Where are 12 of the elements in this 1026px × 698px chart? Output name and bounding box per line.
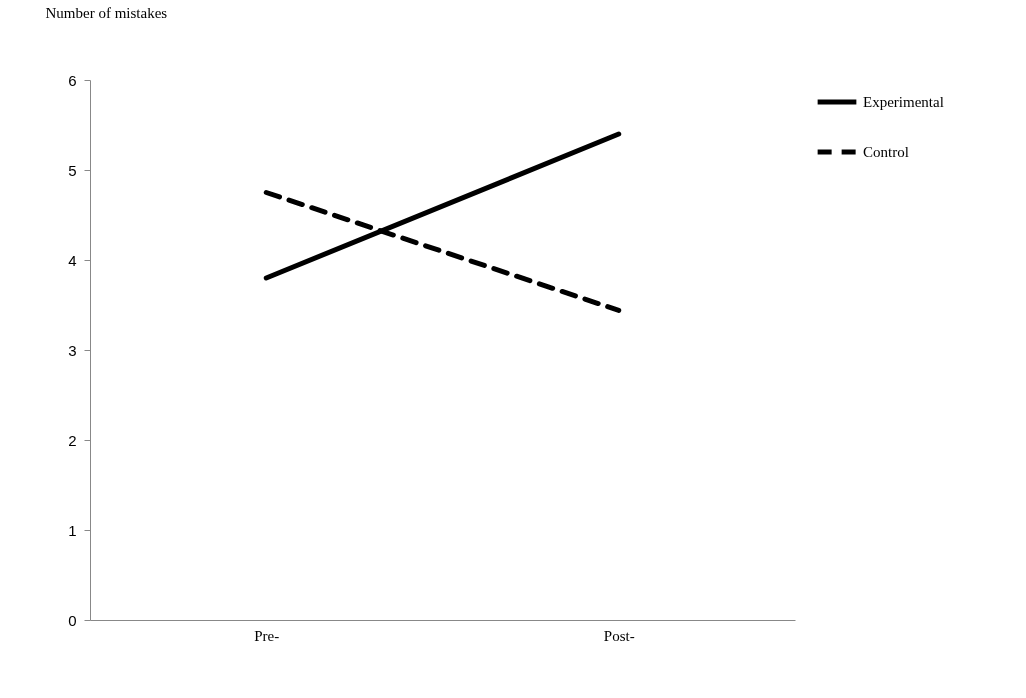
- y-tick-label: 4: [68, 251, 77, 269]
- x-tick-label: Post-: [603, 627, 635, 644]
- y-tick-label: 1: [68, 521, 77, 539]
- y-tick-label: 3: [68, 341, 77, 359]
- y-tick-label: 5: [68, 161, 77, 179]
- y-tick-label: 2: [68, 431, 77, 449]
- legend-label: Experimental: [863, 94, 944, 110]
- x-tick-label: Pre-: [254, 627, 280, 644]
- y-tick-label: 6: [68, 71, 77, 89]
- legend-label: Control: [863, 144, 909, 160]
- y-tick-label: 0: [68, 611, 77, 629]
- y-axis-title: Number of mistakes: [45, 4, 168, 21]
